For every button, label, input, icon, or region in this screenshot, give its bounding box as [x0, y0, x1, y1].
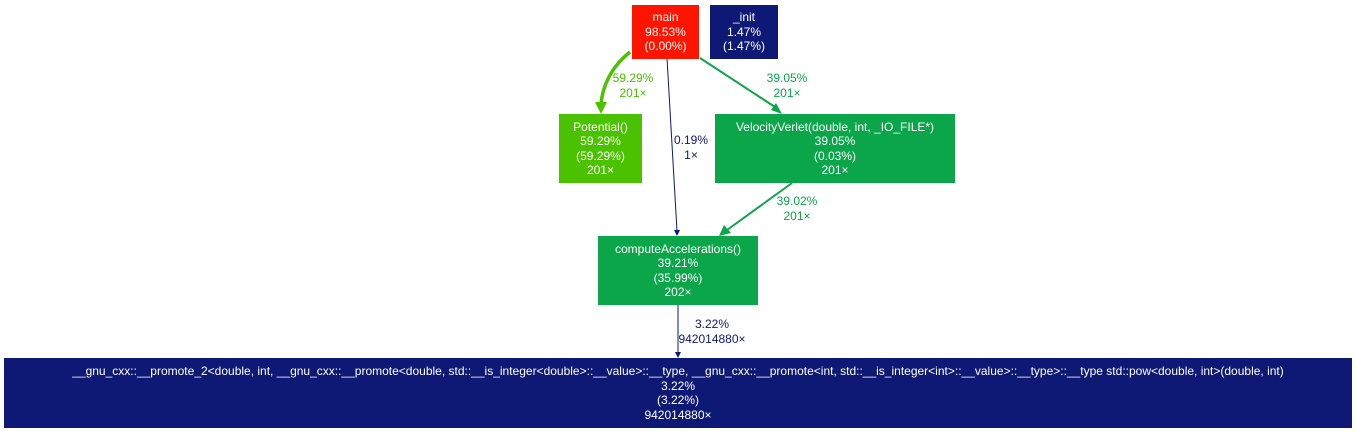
- edge-verlet-accel-calls: 201×: [783, 208, 811, 223]
- node-pow-self: (3.22%): [656, 393, 700, 407]
- node-potential-self: (59.29%): [576, 148, 625, 163]
- node-potential-total: 59.29%: [580, 134, 621, 148]
- edge-main-accel: [666, 57, 680, 236]
- node-accel-name: computeAccelerations(): [614, 241, 742, 256]
- edge-verlet-accel: [719, 182, 793, 236]
- edge-main-accel-pct: 0.19%: [673, 133, 709, 147]
- node-verlet-calls: 201×: [821, 163, 849, 177]
- edge-label-verlet-accel: 39.02% 201×: [769, 194, 825, 223]
- edge-main-potential-pct: 59.29%: [612, 71, 654, 85]
- edge-label-main-accel: 0.19% 1×: [664, 133, 718, 162]
- node-main-self: (0.00%): [644, 39, 687, 54]
- edge-label-accel-pow: 3.22% 942014880×: [670, 317, 754, 346]
- node-compute-accelerations[interactable]: computeAccelerations() 39.21% (35.99%) 2…: [598, 236, 758, 305]
- edge-main-potential: [595, 50, 632, 114]
- node-verlet-self: (0.03%): [813, 148, 857, 163]
- edge-main-accel-calls: 1×: [684, 147, 698, 162]
- edge-main-potential-calls: 201×: [619, 85, 647, 100]
- node-init-self: (1.47%): [722, 39, 766, 54]
- node-pow-total: 3.22%: [660, 378, 696, 393]
- node-verlet-name: VelocityVerlet(double, int, _IO_FILE*): [735, 119, 935, 134]
- edge-accel-pow-pct: 3.22%: [694, 317, 730, 331]
- node-accel-calls: 202×: [664, 285, 692, 299]
- node-init-name: _init: [732, 10, 755, 25]
- node-main-total: 98.53%: [645, 24, 686, 39]
- edge-verlet-accel-pct: 39.02%: [776, 194, 818, 208]
- node-accel-self: (35.99%): [653, 270, 703, 285]
- edge-main-verlet-calls: 201×: [773, 85, 801, 100]
- node-main-name: main: [652, 10, 679, 25]
- node-potential-calls: 201×: [586, 163, 615, 177]
- edge-label-main-potential: 59.29% 201×: [606, 71, 660, 100]
- edge-accel-pow: [675, 305, 681, 358]
- node-main[interactable]: main 98.53% (0.00%): [632, 5, 699, 59]
- node-pow-name: __gnu_cxx::__promote_2<double, int, __gn…: [72, 364, 1284, 378]
- node-pow-calls: 942014880×: [644, 407, 712, 422]
- node-std-pow[interactable]: __gnu_cxx::__promote_2<double, int, __gn…: [4, 358, 1352, 428]
- node-velocity-verlet[interactable]: VelocityVerlet(double, int, _IO_FILE*) 3…: [715, 114, 955, 183]
- edge-accel-pow-calls: 942014880×: [678, 331, 746, 346]
- node-init-total: 1.47%: [726, 24, 762, 39]
- edge-main-verlet: [699, 57, 782, 114]
- node-potential[interactable]: Potential() 59.29% (59.29%) 201×: [559, 114, 642, 183]
- edge-main-verlet-pct: 39.05%: [766, 71, 808, 85]
- node-potential-name: Potential(): [573, 119, 628, 134]
- node-accel-total: 39.21%: [657, 256, 699, 270]
- node-verlet-total: 39.05%: [814, 134, 856, 148]
- edge-label-main-verlet: 39.05% 201×: [760, 71, 814, 100]
- node-init[interactable]: _init 1.47% (1.47%): [710, 5, 778, 59]
